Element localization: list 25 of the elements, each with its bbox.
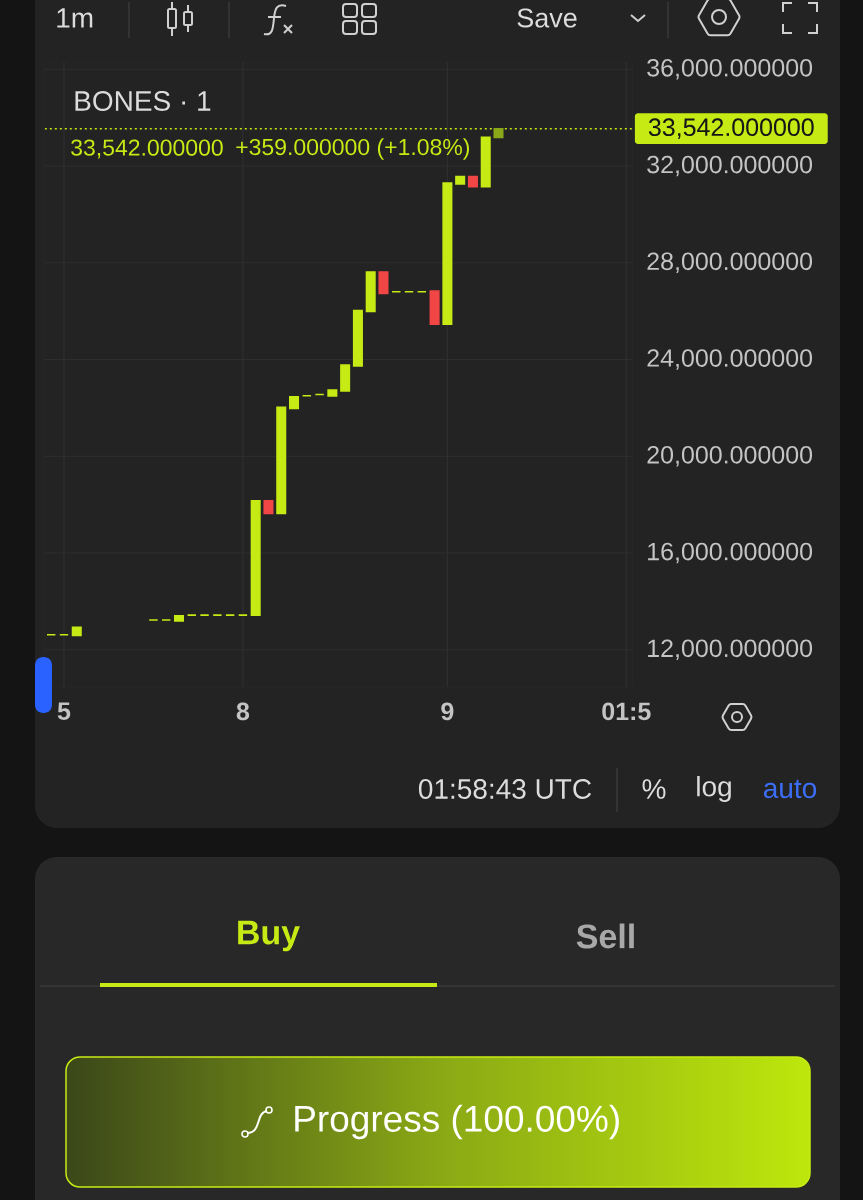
text: log — [697, 775, 731, 803]
y-tick-label: 16,000.000000 — [648, 542, 813, 564]
candlestick — [378, 271, 389, 295]
annotation: 33,542.000000 — [71, 139, 223, 159]
text: auto — [763, 779, 817, 799]
text: BONES · 1 — [75, 91, 211, 111]
text: 1m — [57, 8, 93, 28]
y-tick-label: 20,000.000000 — [647, 445, 813, 467]
x-tick-label: 8 — [236, 702, 250, 721]
x-tick-label: 9 — [441, 702, 454, 721]
text: Progress (100.00%) — [295, 1104, 619, 1140]
x-tick-label: 01:5 — [602, 702, 651, 721]
ref-line-label: 33,542.000000 — [648, 118, 814, 140]
y-tick-label: 36,000.000000 — [647, 58, 813, 80]
y-tick-label: 28,000.000000 — [647, 252, 813, 274]
text: % — [642, 779, 666, 799]
y-tick-label: 12,000.000000 — [648, 639, 813, 661]
y-tick-label: 32,000.000000 — [647, 155, 813, 177]
text: Sell — [576, 923, 634, 949]
text: Buy — [238, 920, 300, 952]
annotation: +359.000000 (+1.08%) — [236, 138, 470, 160]
text: Save — [517, 8, 577, 28]
x-tick-label: 5 — [57, 702, 71, 720]
text: 01:58:43 UTC — [418, 779, 592, 799]
y-tick-label: 24,000.000000 — [647, 349, 813, 370]
